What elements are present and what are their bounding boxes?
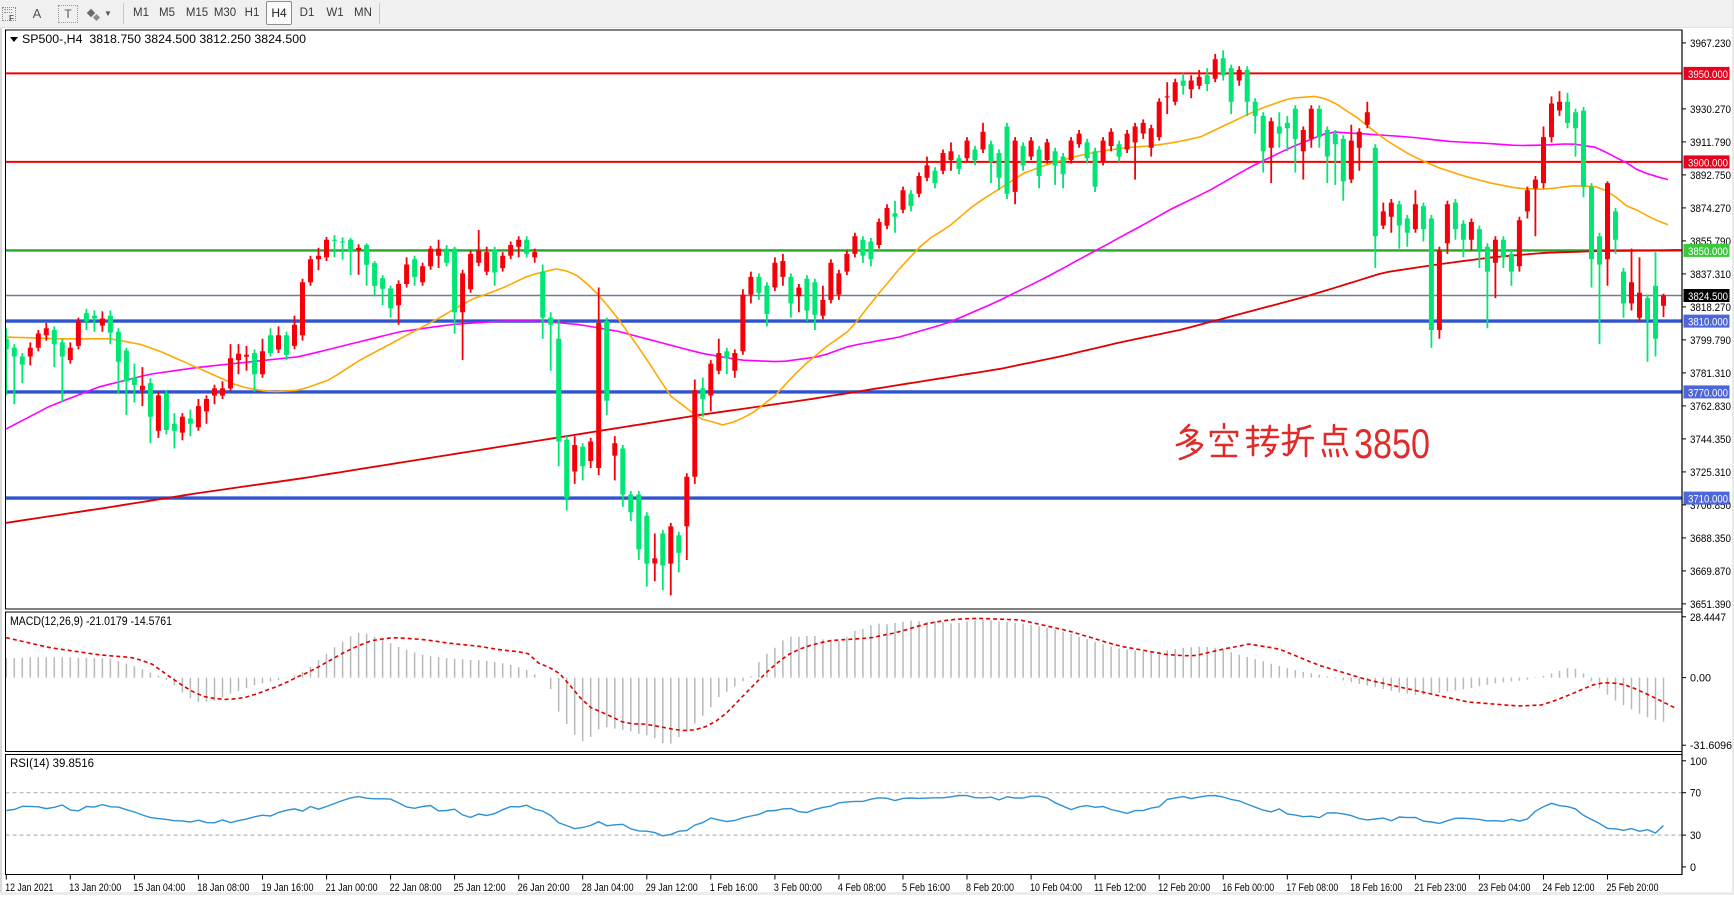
svg-text:3725.310: 3725.310 [1690,467,1731,479]
svg-text:28.4447: 28.4447 [1690,612,1726,624]
svg-text:25 Jan 12:00: 25 Jan 12:00 [454,882,506,894]
svg-text:3799.790: 3799.790 [1690,335,1731,347]
svg-text:3744.350: 3744.350 [1690,434,1731,446]
svg-text:25 Feb 20:00: 25 Feb 20:00 [1607,882,1659,894]
svg-text:16 Feb 00:00: 16 Feb 00:00 [1222,882,1274,894]
svg-text:4 Feb 08:00: 4 Feb 08:00 [838,882,886,894]
svg-text:3967.230: 3967.230 [1690,38,1731,50]
svg-text:3762.830: 3762.830 [1690,401,1731,413]
svg-text:3837.310: 3837.310 [1690,269,1731,281]
svg-text:0: 0 [1690,862,1696,874]
svg-text:19 Jan 16:00: 19 Jan 16:00 [262,882,314,894]
svg-text:0.00: 0.00 [1690,673,1711,685]
svg-text:28 Jan 04:00: 28 Jan 04:00 [582,882,634,894]
svg-text:13 Jan 20:00: 13 Jan 20:00 [69,882,121,894]
svg-text:29 Jan 12:00: 29 Jan 12:00 [646,882,698,894]
svg-text:23 Feb 04:00: 23 Feb 04:00 [1478,882,1530,894]
svg-text:3781.310: 3781.310 [1690,368,1731,380]
svg-text:18 Jan 08:00: 18 Jan 08:00 [197,882,249,894]
svg-text:21 Jan 00:00: 21 Jan 00:00 [326,882,378,894]
svg-text:3900.000: 3900.000 [1688,157,1728,169]
svg-text:26 Jan 20:00: 26 Jan 20:00 [518,882,570,894]
svg-text:24 Feb 12:00: 24 Feb 12:00 [1543,882,1595,894]
svg-text:3651.390: 3651.390 [1690,599,1731,611]
svg-text:8 Feb 20:00: 8 Feb 20:00 [966,882,1014,894]
svg-text:3818.270: 3818.270 [1690,302,1731,314]
svg-text:3850.000: 3850.000 [1688,246,1728,258]
svg-text:3930.270: 3930.270 [1690,104,1731,116]
svg-text:3669.870: 3669.870 [1690,566,1731,578]
svg-text:15 Jan 04:00: 15 Jan 04:00 [133,882,185,894]
svg-text:3810.000: 3810.000 [1688,317,1728,329]
svg-text:70: 70 [1690,788,1701,800]
svg-text:SP500-,H4 3818.750 3824.500 3: SP500-,H4 3818.750 3824.500 3812.250 382… [22,34,306,46]
svg-text:3911.790: 3911.790 [1690,137,1731,149]
svg-text:3874.270: 3874.270 [1690,203,1731,215]
svg-text:3950.000: 3950.000 [1688,69,1728,81]
svg-text:3688.350: 3688.350 [1690,533,1731,545]
svg-text:1 Feb 16:00: 1 Feb 16:00 [710,882,758,894]
svg-text:3710.000: 3710.000 [1688,494,1728,506]
svg-text:3 Feb 00:00: 3 Feb 00:00 [774,882,822,894]
svg-text:18 Feb 16:00: 18 Feb 16:00 [1350,882,1402,894]
svg-text:3770.000: 3770.000 [1688,387,1728,399]
svg-text:10 Feb 04:00: 10 Feb 04:00 [1030,882,1082,894]
svg-text:3892.750: 3892.750 [1690,170,1731,182]
svg-text:17 Feb 08:00: 17 Feb 08:00 [1286,882,1338,894]
svg-text:21 Feb 23:00: 21 Feb 23:00 [1414,882,1466,894]
svg-text:RSI(14) 39.8516: RSI(14) 39.8516 [10,758,94,770]
svg-text:100: 100 [1690,756,1707,768]
svg-text:12 Feb 20:00: 12 Feb 20:00 [1158,882,1210,894]
svg-text:22 Jan 08:00: 22 Jan 08:00 [390,882,442,894]
svg-text:MACD(12,26,9) -21.0179 -14.576: MACD(12,26,9) -21.0179 -14.5761 [10,616,172,628]
svg-text:30: 30 [1690,830,1701,842]
svg-text:3824.500: 3824.500 [1688,291,1728,303]
svg-text:11 Feb 12:00: 11 Feb 12:00 [1094,882,1146,894]
svg-text:5 Feb 16:00: 5 Feb 16:00 [902,882,950,894]
svg-text:-31.6096: -31.6096 [1690,740,1732,752]
svg-text:3850: 3850 [1354,420,1430,467]
svg-text:12 Jan 2021: 12 Jan 2021 [5,882,53,894]
